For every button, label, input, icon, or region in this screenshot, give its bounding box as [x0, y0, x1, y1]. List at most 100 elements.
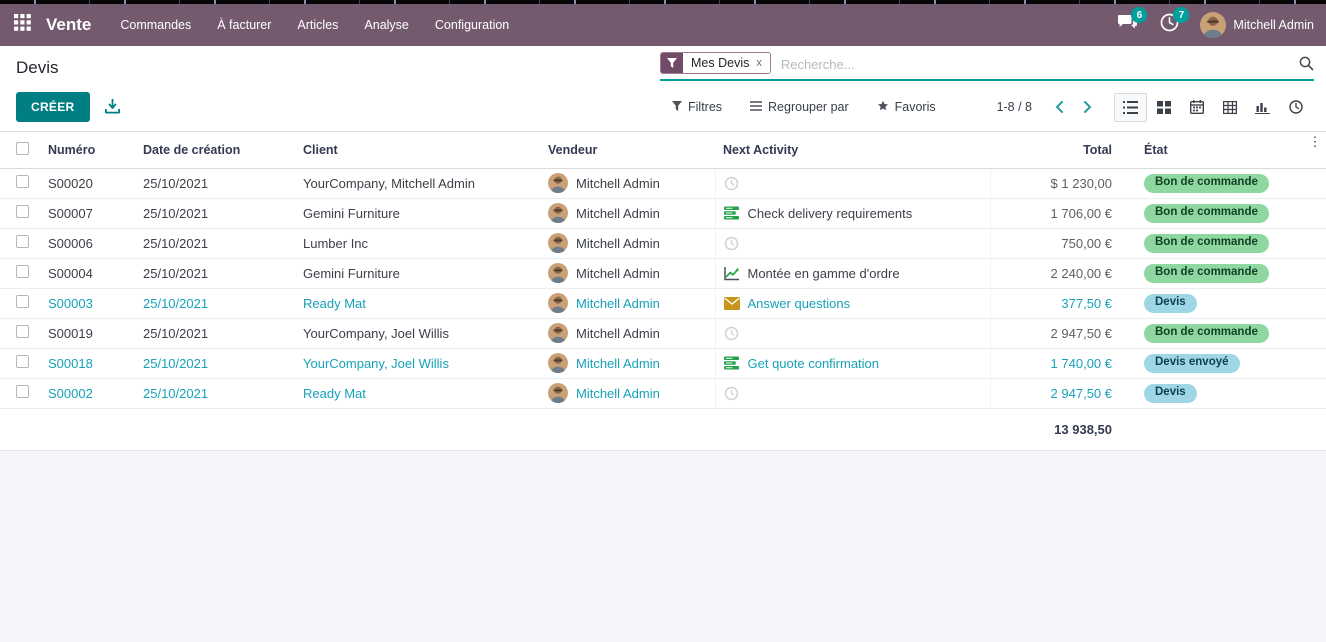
row-checkbox[interactable] — [16, 265, 29, 278]
table-row[interactable]: S00004 25/10/2021 Gemini Furniture Mitch… — [0, 258, 1326, 289]
column-header-vendeur[interactable]: Vendeur — [540, 132, 715, 169]
table-row[interactable]: S00020 25/10/2021 YourCompany, Mitchell … — [0, 168, 1326, 199]
user-menu[interactable]: Mitchell Admin — [1200, 12, 1314, 38]
column-header-total[interactable]: Total — [990, 132, 1130, 169]
row-number[interactable]: S00007 — [40, 198, 135, 229]
apps-menu-button[interactable] — [0, 4, 44, 46]
row-total: 2 947,50 € — [989, 378, 1130, 409]
facet-remove-icon[interactable]: x — [756, 56, 762, 69]
menu-item-0[interactable]: Commandes — [120, 18, 192, 32]
pager-previous-icon[interactable] — [1048, 96, 1070, 118]
filters-button[interactable]: Filtres — [672, 100, 722, 115]
activities-button[interactable]: 7 — [1158, 7, 1190, 36]
activity-clock-icon[interactable] — [724, 325, 740, 341]
activity-email-icon[interactable] — [723, 295, 740, 311]
state-badge: Bon de commande — [1144, 324, 1269, 343]
row-number[interactable]: S00003 — [40, 288, 135, 319]
row-vendor: Mitchell Admin — [548, 233, 707, 253]
list-view-button[interactable] — [1114, 92, 1147, 122]
user-name: Mitchell Admin — [1233, 18, 1314, 32]
pager-next-icon[interactable] — [1076, 96, 1098, 118]
menu-item-4[interactable]: Configuration — [434, 18, 510, 32]
row-date: 25/10/2021 — [135, 198, 295, 229]
vendor-avatar — [548, 323, 568, 343]
search-icon[interactable] — [1299, 56, 1314, 71]
row-client: YourCompany, Joel Willis — [295, 348, 540, 379]
state-badge: Devis — [1144, 294, 1197, 313]
activity-upsell-icon[interactable] — [723, 265, 740, 281]
export-download-icon[interactable] — [104, 99, 121, 115]
list-view: ⋮ Numéro Date de création Client Vendeur… — [0, 132, 1326, 451]
kanban-view-button[interactable] — [1147, 93, 1180, 122]
row-number[interactable]: S00020 — [40, 168, 135, 199]
row-checkbox[interactable] — [16, 385, 29, 398]
row-vendor: Mitchell Admin — [548, 323, 707, 343]
row-checkbox[interactable] — [16, 205, 29, 218]
messages-button[interactable]: 6 — [1116, 7, 1148, 36]
activity-clock-icon[interactable] — [724, 175, 740, 191]
row-number[interactable]: S00006 — [40, 228, 135, 259]
row-checkbox[interactable] — [16, 325, 29, 338]
row-checkbox[interactable] — [16, 175, 29, 188]
menu-item-1[interactable]: À facturer — [217, 18, 272, 32]
row-vendor: Mitchell Admin — [548, 203, 707, 223]
row-number[interactable]: S00019 — [40, 318, 135, 349]
row-vendor: Mitchell Admin — [548, 173, 707, 193]
view-switcher — [1114, 92, 1312, 122]
footer-total: 13 938,50 — [990, 408, 1130, 451]
column-header-next-activity[interactable]: Next Activity — [715, 132, 990, 169]
graph-view-button[interactable] — [1246, 93, 1279, 122]
row-client: Gemini Furniture — [295, 258, 540, 289]
search-input[interactable] — [770, 55, 1299, 74]
row-date: 25/10/2021 — [135, 168, 295, 199]
column-header-date[interactable]: Date de création — [135, 132, 295, 169]
favorites-button[interactable]: Favoris — [877, 100, 936, 115]
table-row[interactable]: S00002 25/10/2021 Ready Mat Mitchell Adm… — [0, 378, 1326, 409]
select-all-checkbox[interactable] — [16, 141, 29, 155]
activity-view-button[interactable] — [1279, 93, 1312, 122]
row-date: 25/10/2021 — [135, 348, 295, 379]
row-checkbox[interactable] — [16, 295, 29, 308]
activity-clock-icon[interactable] — [724, 235, 740, 251]
group-by-button[interactable]: Regrouper par — [750, 100, 849, 115]
column-header-etat[interactable]: État — [1130, 132, 1311, 169]
activities-count-badge: 7 — [1173, 7, 1190, 23]
table-row[interactable]: S00019 25/10/2021 YourCompany, Joel Will… — [0, 318, 1326, 349]
table-row[interactable]: S00006 25/10/2021 Lumber Inc Mitchell Ad… — [0, 228, 1326, 259]
column-header-numero[interactable]: Numéro — [40, 132, 135, 169]
optional-columns-icon[interactable]: ⋮ — [1308, 134, 1322, 149]
facet-label: Mes Devis — [691, 56, 750, 70]
filter-group: Filtres Regrouper par Favoris — [672, 100, 936, 115]
pivot-view-button[interactable] — [1213, 93, 1246, 122]
table-row[interactable]: S00003 25/10/2021 Ready Mat Mitchell Adm… — [0, 288, 1326, 319]
table-row[interactable]: S00007 25/10/2021 Gemini Furniture Mitch… — [0, 198, 1326, 229]
app-name[interactable]: Vente — [46, 15, 92, 34]
activity-todo-icon[interactable] — [724, 355, 740, 371]
column-header-client[interactable]: Client — [295, 132, 540, 169]
top-strip — [0, 0, 1326, 4]
create-button[interactable]: CRÉER — [16, 92, 90, 122]
screen: Vente Commandes À facturer Articles Analyse… — [0, 0, 1326, 451]
pager: 1-8 / 8 — [997, 96, 1098, 118]
row-number[interactable]: S00018 — [40, 348, 135, 379]
calendar-view-button[interactable] — [1180, 93, 1213, 122]
menu-item-2[interactable]: Articles — [297, 18, 339, 32]
state-badge: Devis envoyé — [1144, 354, 1240, 373]
row-date: 25/10/2021 — [135, 258, 295, 289]
row-number[interactable]: S00004 — [40, 258, 135, 289]
row-date: 25/10/2021 — [135, 378, 295, 409]
row-date: 25/10/2021 — [135, 318, 295, 349]
menu-item-3[interactable]: Analyse — [364, 18, 409, 32]
table-row[interactable]: S00018 25/10/2021 YourCompany, Joel Will… — [0, 348, 1326, 379]
row-checkbox[interactable] — [16, 235, 29, 248]
state-badge: Bon de commande — [1144, 204, 1269, 223]
search-bar: Mes Devis x — [660, 52, 1314, 81]
activity-clock-icon[interactable] — [724, 385, 740, 401]
top-navbar: Vente Commandes À facturer Articles Analyse… — [0, 4, 1326, 46]
row-number[interactable]: S00002 — [40, 378, 135, 409]
vendor-avatar — [548, 383, 568, 403]
row-checkbox[interactable] — [16, 355, 29, 368]
vendor-avatar — [548, 233, 568, 253]
activity-todo-icon[interactable] — [724, 205, 740, 221]
group-by-bars-icon — [750, 100, 763, 114]
